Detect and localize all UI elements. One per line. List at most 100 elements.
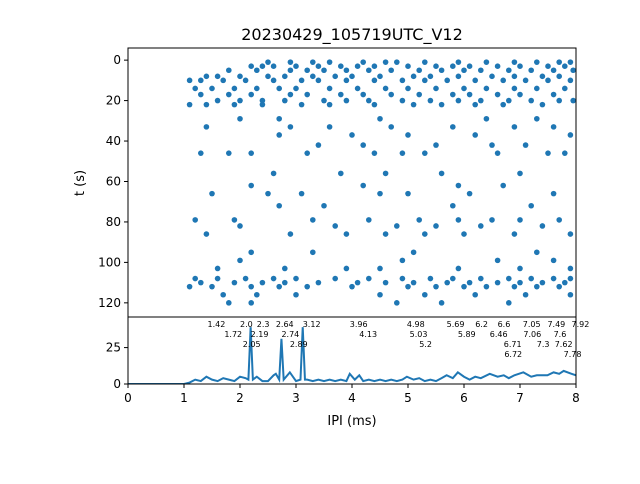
data-point [478,223,484,229]
data-point [298,77,305,84]
data-point [282,97,288,104]
data-point [304,91,311,98]
data-point [259,63,266,70]
data-point [494,63,501,70]
data-point [315,279,322,286]
data-point [522,291,529,298]
data-point [371,63,378,70]
peak-label: 2.3 [257,320,270,329]
data-point [293,291,299,298]
data-point [556,59,562,65]
data-point [304,283,311,290]
data-point [433,223,439,229]
data-point [438,101,445,108]
data-point [315,77,322,84]
data-point [562,63,568,70]
data-point [192,275,198,282]
peak-label: 4.98 [407,320,425,329]
data-point [343,97,350,104]
data-point [231,279,238,286]
data-point [410,101,417,108]
data-point [282,265,288,272]
data-point [321,202,327,209]
y-tick-label: 60 [106,174,121,188]
data-point [511,231,518,237]
data-point [237,223,243,229]
data-point [534,115,540,122]
data-point [242,77,249,84]
data-point [450,91,456,98]
data-point [242,275,249,282]
y-tick-label: 25 [106,341,121,355]
data-point [466,279,473,286]
data-point [377,73,383,80]
x-tick-label: 0 [124,391,132,405]
data-point [332,73,339,80]
data-point [438,300,445,306]
peak-label: 7.92 [572,320,590,329]
data-point [315,63,322,70]
data-point [282,73,288,80]
data-point [511,283,518,290]
x-tick-label: 8 [572,391,580,405]
data-point [209,85,215,92]
data-point [500,77,507,84]
data-point [220,291,226,298]
data-point [237,97,243,104]
data-point [494,91,501,98]
data-point [405,132,411,138]
data-point [354,279,361,286]
data-point [248,182,254,189]
data-point [276,202,283,209]
data-point [478,275,484,282]
data-point [438,67,445,74]
data-point [422,77,428,84]
data-point [511,124,518,130]
data-point [405,63,411,70]
data-point [545,77,551,84]
data-point [399,77,406,84]
data-point [270,275,277,282]
data-point [461,283,467,290]
peak-label: 7.3 [537,340,550,349]
data-point [203,231,210,237]
data-point [545,63,551,70]
data-point [265,73,271,80]
data-point [506,275,512,282]
peak-label: 3.12 [303,320,321,329]
data-point [226,91,232,98]
data-point [444,77,451,84]
histogram-line [128,327,576,384]
data-point [539,101,546,108]
data-point [405,283,411,290]
data-point [472,291,479,298]
data-point [248,91,254,98]
data-point [422,231,428,237]
peak-label: 2.0 [240,320,253,329]
data-point [332,223,339,229]
peak-label: 2.19 [251,330,269,339]
data-point [455,217,462,223]
data-point [209,283,215,290]
data-point [360,59,367,65]
data-point [366,275,372,282]
data-point [517,63,523,70]
data-point [528,202,534,209]
x-tick-label: 2 [236,391,244,405]
data-point [354,63,361,70]
peak-label: 6.72 [504,350,522,359]
data-point [567,77,574,84]
peak-label: 7.05 [523,320,541,329]
data-point [416,91,423,98]
data-point [427,97,434,104]
data-point [231,217,238,223]
data-point [231,85,238,92]
data-point [394,223,400,229]
data-point [472,132,479,138]
data-point [310,73,316,80]
peak-label: 5.2 [419,340,432,349]
peak-label: 3.96 [350,320,368,329]
data-point [550,67,557,74]
data-point [382,85,389,92]
data-point [550,275,557,282]
